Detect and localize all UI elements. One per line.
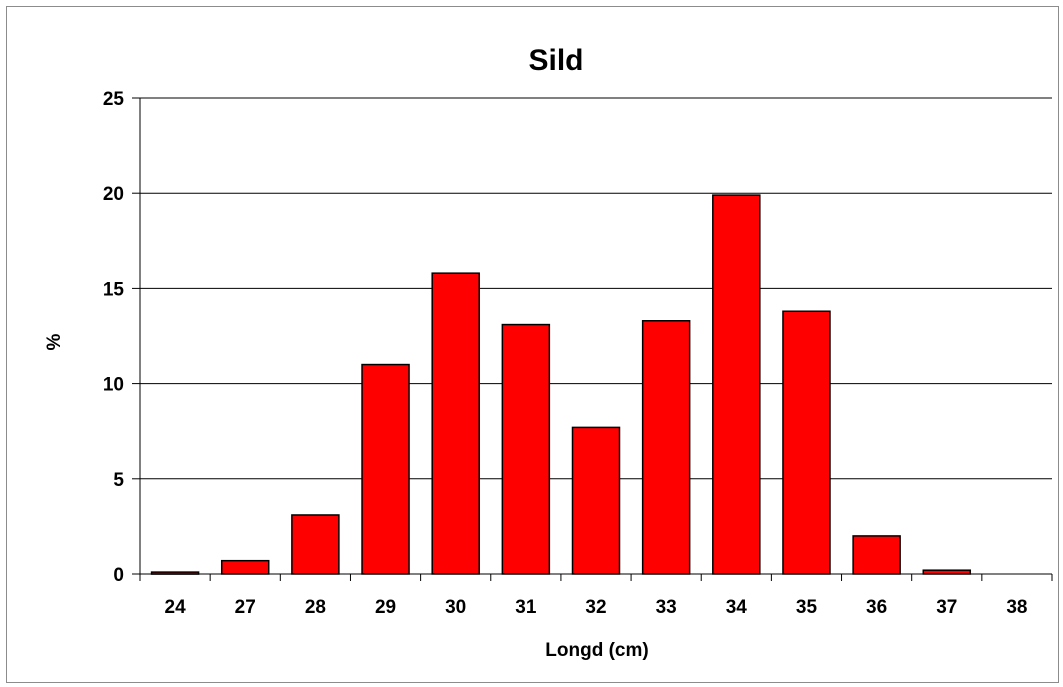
bar-30 (431, 272, 480, 575)
x-tick-label: 24 (165, 597, 187, 618)
bar-27 (220, 559, 270, 575)
y-axis-label: % (44, 333, 65, 350)
x-tick-label: 32 (585, 597, 606, 618)
gridlines (140, 97, 1052, 480)
x-tick-label: 33 (656, 597, 677, 618)
y-tick-label: 0 (113, 565, 124, 586)
bar-33 (641, 320, 691, 575)
x-tick-label: 36 (866, 597, 887, 618)
y-tick-label: 5 (113, 470, 124, 491)
bar-36 (852, 535, 901, 575)
y-tick-label: 20 (103, 184, 124, 205)
x-tick-label: 27 (235, 597, 256, 618)
x-tick-label: 29 (375, 597, 396, 618)
bar-37 (922, 569, 972, 575)
chart-title: Sild (528, 44, 583, 77)
bar-28 (291, 514, 340, 575)
bar-29 (361, 363, 410, 575)
y-tick-label: 15 (103, 279, 125, 300)
x-tick-label: 34 (726, 597, 748, 618)
bar-31 (501, 323, 551, 575)
x-tick-label: 28 (305, 597, 326, 618)
bars (150, 194, 972, 575)
axes (132, 97, 1053, 581)
y-tick-label: 25 (103, 89, 125, 110)
x-tick-label: 31 (515, 597, 537, 618)
y-tick-label: 10 (103, 375, 124, 396)
bar-35 (782, 310, 831, 575)
x-tick-label: 38 (1006, 597, 1027, 618)
x-tick-label: 37 (936, 597, 957, 618)
x-tick-label: 30 (445, 597, 466, 618)
x-tick-labels: 24 27 28 29 30 31 32 33 34 35 36 37 38 (165, 597, 1028, 618)
bar-34 (712, 194, 761, 575)
bar-32 (571, 426, 621, 575)
y-tick-labels: 0 5 10 15 20 25 (103, 89, 125, 586)
x-tick-label: 35 (796, 597, 818, 618)
x-axis-label: Longd (cm) (545, 640, 648, 661)
